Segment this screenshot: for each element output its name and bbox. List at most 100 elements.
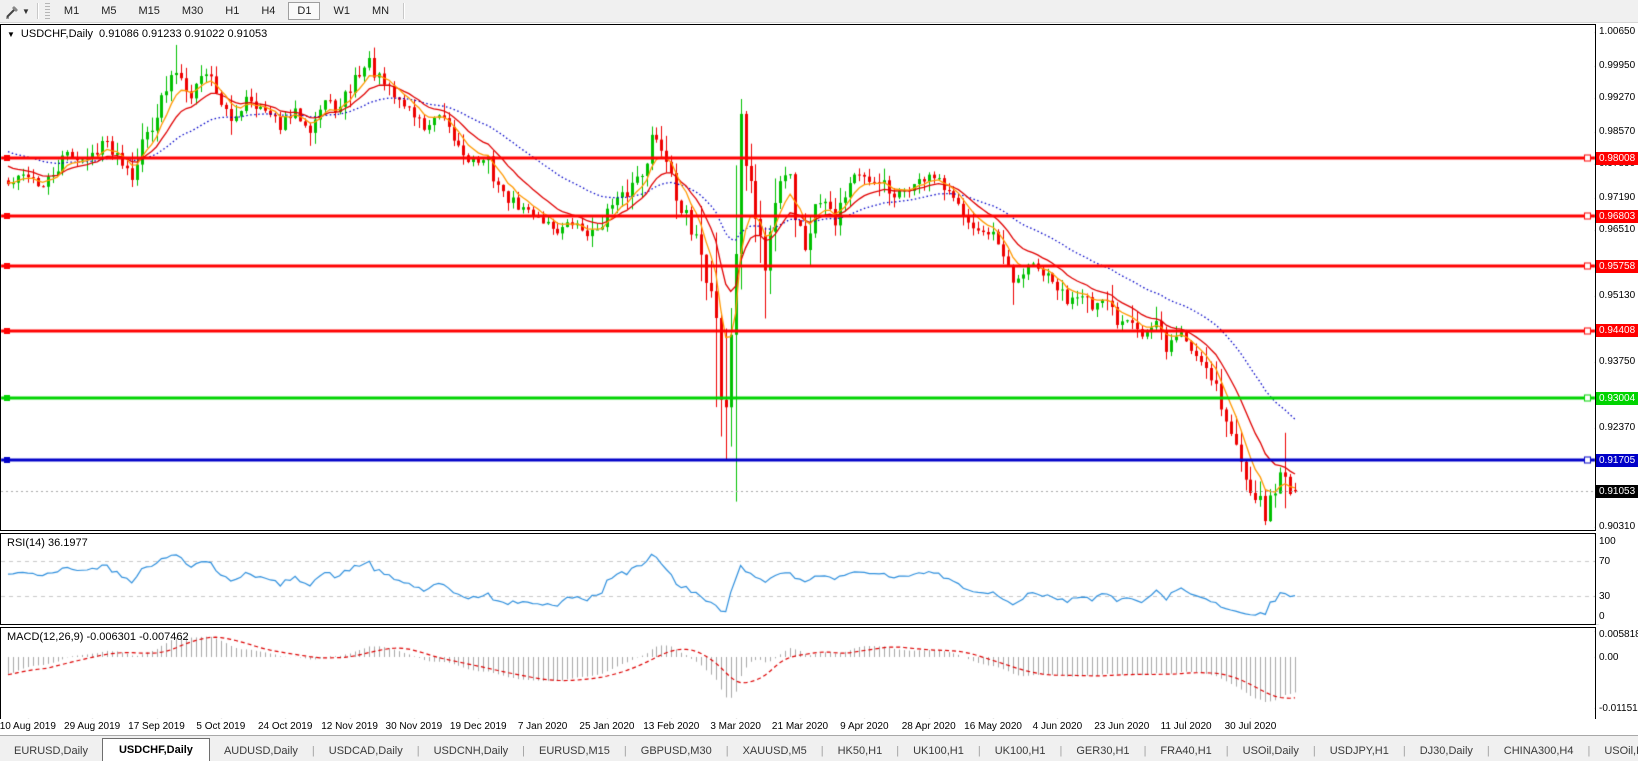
chart-title: ▼ USDCHF,Daily 0.91086 0.91233 0.91022 0… xyxy=(7,28,267,40)
draw-tool-caret-icon[interactable]: ▼ xyxy=(22,6,30,16)
tab-separator: | xyxy=(1486,745,1490,757)
level-price-label[interactable]: 0.91705 xyxy=(1596,453,1638,467)
rsi-axis: 100 70 30 0 xyxy=(1596,533,1638,624)
price-tick-label: 0.99950 xyxy=(1599,59,1636,71)
date-tick-label: 3 Mar 2020 xyxy=(710,721,761,732)
chart-tab-china300[interactable]: CHINA300,H4 xyxy=(1503,745,1574,757)
date-tick-label: 5 Oct 2019 xyxy=(196,721,246,732)
chart-tab-hk50[interactable]: HK50,H1 xyxy=(837,745,883,757)
date-tick-label: 28 Apr 2020 xyxy=(901,721,956,732)
date-tick-label: 29 Aug 2019 xyxy=(64,721,121,732)
level-price-label[interactable]: 0.96803 xyxy=(1596,209,1638,223)
draw-tool-icon[interactable] xyxy=(3,2,21,20)
chart-tab-uk100[interactable]: UK100,H1 xyxy=(913,745,964,757)
tab-separator: | xyxy=(416,745,420,757)
toolbar-separator xyxy=(403,3,406,19)
timeframe-button-m30[interactable]: M30 xyxy=(181,5,204,17)
chart-tab-fra40[interactable]: FRA40,H1 xyxy=(1160,745,1212,757)
level-price-label[interactable]: 0.93004 xyxy=(1596,391,1638,405)
level-price-label[interactable]: 0.95758 xyxy=(1596,259,1638,273)
rsi-tick-label: 100 xyxy=(1599,536,1616,547)
date-tick-label: 30 Jul 2020 xyxy=(1224,721,1277,732)
chart-tab-usdchf[interactable]: USDCHF,Daily xyxy=(101,738,210,761)
chart-tab-usdcad[interactable]: USDCAD,Daily xyxy=(328,745,403,757)
chart-tab-bar: EURUSD,Daily USDCHF,Daily AUDUSD,Daily | USD… xyxy=(0,735,1638,761)
timeframe-button-m1[interactable]: M1 xyxy=(63,5,80,17)
price-tick-label: 0.93750 xyxy=(1599,356,1636,368)
rsi-tick-label: 0 xyxy=(1599,611,1605,622)
chart-tab-gbpusd[interactable]: GBPUSD,M30 xyxy=(640,745,712,757)
timeframe-button-d1[interactable]: D1 xyxy=(288,2,321,20)
tab-separator: | xyxy=(522,745,526,757)
timeframe-button-m15[interactable]: M15 xyxy=(138,5,160,17)
tab-separator: | xyxy=(896,745,900,757)
date-tick-label: 16 May 2020 xyxy=(964,721,1022,732)
chart-tab-xauusd[interactable]: XAUUSD,M5 xyxy=(742,745,807,757)
date-tick-label: 10 Aug 2019 xyxy=(0,721,56,732)
tab-separator: | xyxy=(623,745,627,757)
timeframe-button-w1[interactable]: W1 xyxy=(333,5,350,17)
timeframe-button-h4[interactable]: H4 xyxy=(261,5,276,17)
date-tick-label: 13 Feb 2020 xyxy=(643,721,700,732)
date-tick-label: 17 Sep 2019 xyxy=(128,721,185,732)
timeframe-button-h1[interactable]: H1 xyxy=(225,5,240,17)
level-price-label[interactable]: 0.98008 xyxy=(1596,151,1638,165)
timeframe-toolbar: ▼ M1 M5 M15 M30 H1 H4 D1 W1 MN xyxy=(0,0,1638,23)
chart-tab-dj30[interactable]: DJ30,Daily xyxy=(1419,745,1473,757)
price-tick-label: 0.90310 xyxy=(1599,521,1636,532)
collapse-chart-icon[interactable]: ▼ xyxy=(7,29,15,39)
tab-separator: | xyxy=(820,745,824,757)
macd-indicator-panel[interactable]: MACD(12,26,9) -0.006301 -0.007462 xyxy=(0,627,1596,720)
chart-tab-usoil[interactable]: USOil,H xyxy=(1604,745,1638,757)
current-price-label: 0.91053 xyxy=(1596,484,1638,498)
tab-separator: | xyxy=(977,745,981,757)
chart-ohlc-values: 0.91086 0.91233 0.91022 0.91053 xyxy=(99,28,268,40)
timeframe-button-m5[interactable]: M5 xyxy=(101,5,117,17)
chart-tab-audusd[interactable]: AUDUSD,Daily xyxy=(223,745,298,757)
timeframe-button-mn[interactable]: MN xyxy=(371,5,390,17)
date-axis[interactable]: 10 Aug 2019 29 Aug 2019 17 Sep 2019 5 Oct 2… xyxy=(0,719,1596,734)
price-tick-label: 0.96510 xyxy=(1599,224,1636,236)
chart-tab-usdcnh[interactable]: USDCNH,Daily xyxy=(433,745,509,757)
date-tick-label: 30 Nov 2019 xyxy=(385,721,443,732)
toolbar-grip[interactable] xyxy=(44,3,50,19)
date-tick-label: 19 Dec 2019 xyxy=(449,721,507,732)
level-price-label[interactable]: 0.94408 xyxy=(1596,324,1638,338)
chart-tab-usoil[interactable]: USOil,Daily xyxy=(1242,745,1299,757)
date-tick-label: 21 Mar 2020 xyxy=(771,721,829,732)
price-axis[interactable]: 1.006500.999500.992700.985700.978900.971… xyxy=(1596,24,1638,532)
chart-tab-eurusd[interactable]: EURUSD,Daily xyxy=(14,745,88,757)
date-tick-label: 24 Oct 2019 xyxy=(257,721,313,732)
date-tick-label: 4 Jun 2020 xyxy=(1032,721,1083,732)
price-tick-label: 0.98570 xyxy=(1599,125,1636,137)
chart-tab-usdjpy[interactable]: USDJPY,H1 xyxy=(1329,745,1389,757)
tab-separator: | xyxy=(1312,745,1316,757)
date-tick-label: 9 Apr 2020 xyxy=(840,721,889,732)
tab-separator: | xyxy=(1402,745,1406,757)
price-tick-label: 0.99270 xyxy=(1599,92,1636,104)
chart-tab-uk100[interactable]: UK100,H1 xyxy=(994,745,1046,757)
tab-separator: | xyxy=(1225,745,1229,757)
rsi-tick-label: 30 xyxy=(1599,591,1611,603)
tab-separator: | xyxy=(1059,745,1063,757)
price-tick-label: 0.97190 xyxy=(1599,191,1636,203)
date-tick-label: 23 Jun 2020 xyxy=(1094,721,1150,732)
tab-separator: | xyxy=(725,745,729,757)
macd-label: MACD(12,26,9) -0.006301 -0.007462 xyxy=(7,631,189,643)
date-tick-label: 12 Nov 2019 xyxy=(321,721,378,732)
rsi-indicator-panel[interactable]: RSI(14) 36.1977 xyxy=(0,533,1596,625)
price-tick-label: 1.00650 xyxy=(1599,26,1636,37)
chart-tab-ger30[interactable]: GER30,H1 xyxy=(1076,745,1130,757)
price-tick-label: 0.95130 xyxy=(1599,290,1636,302)
date-tick-label: 25 Jan 2020 xyxy=(579,721,635,732)
chart-tab-eurusd[interactable]: EURUSD,M15 xyxy=(539,745,610,757)
macd-tick-label: -0.011514 xyxy=(1599,703,1638,714)
chart-symbol-label: USDCHF,Daily xyxy=(20,28,94,40)
price-chart-panel[interactable]: ▼ USDCHF,Daily 0.91086 0.91233 0.91022 0… xyxy=(0,24,1596,531)
rsi-label: RSI(14) 36.1977 xyxy=(7,537,88,549)
macd-tick-label: 0.00 xyxy=(1599,652,1619,663)
tab-separator: | xyxy=(1143,745,1147,757)
price-tick-label: 0.92370 xyxy=(1599,422,1636,434)
